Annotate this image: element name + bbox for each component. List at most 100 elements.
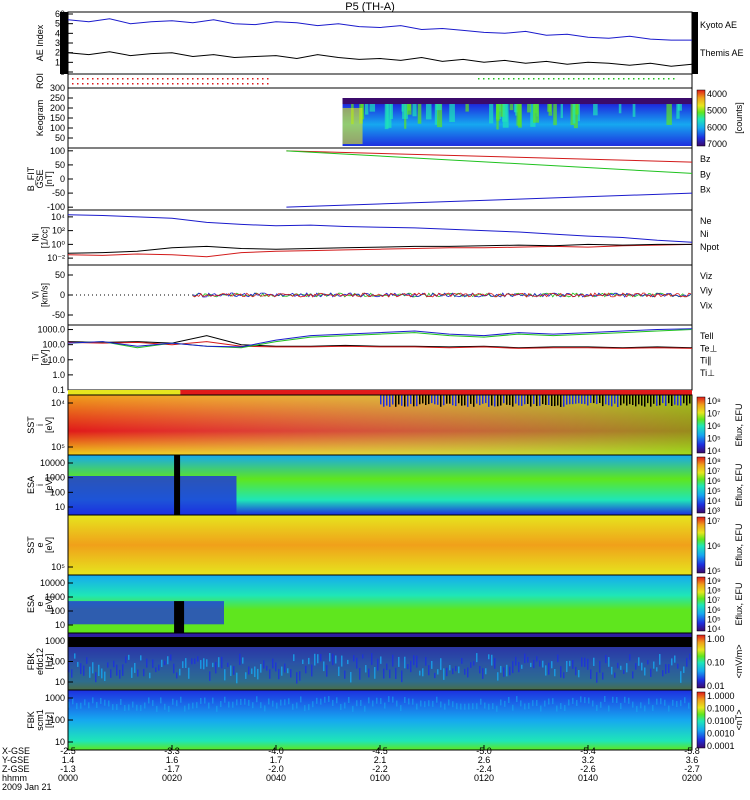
fbk-b-stripe [148, 697, 150, 704]
y-axis-label-line: [eV] [44, 417, 54, 433]
fbk-e-stripe [221, 656, 223, 669]
fbk-e-stripe [476, 653, 478, 663]
y-axis-label: SST i [eV] [26, 416, 54, 434]
y-axis-label-line: [Hz] [44, 712, 54, 728]
fbk-b-stripe [504, 700, 506, 707]
sst-ion-stripe [485, 395, 487, 404]
roi-mark [182, 78, 184, 80]
y-tick-label: 10 [55, 620, 65, 630]
colorbar-tick-label: 10⁷ [707, 466, 720, 476]
fbk-b-stripe [340, 704, 342, 711]
fbk-e-stripe [281, 666, 283, 676]
roi-mark [192, 78, 194, 80]
sst-ion-stripe [524, 395, 526, 405]
fbk-e-stripe [308, 657, 310, 665]
keogram-streak [401, 104, 404, 112]
fbk-b-stripe [324, 696, 326, 703]
fbk-b-stripe [116, 704, 118, 711]
roi-mark [658, 78, 660, 80]
roi-mark [97, 83, 99, 85]
fbk-b-stripe [392, 696, 394, 703]
roi-mark [668, 78, 670, 80]
fbk-b-stripe [208, 702, 210, 709]
fbk-b-stripe [412, 698, 414, 705]
y-tick-label: 60 [55, 9, 65, 19]
y-axis-label-line: [nT] [44, 171, 54, 187]
colorbar-label: [counts] [734, 102, 744, 134]
roi-mark [603, 78, 605, 80]
y-tick-label: -50 [52, 310, 65, 320]
fbk-b-stripe [632, 701, 634, 708]
fbk-e-stripe [176, 672, 178, 679]
panel-fbk-bfield: FBK scm1 [Hz]10 100 1000 1.0000 0.1000 0.0100 0.… [26, 689, 744, 751]
sst-ion-stripe [500, 395, 502, 406]
roi-mark [207, 83, 209, 85]
fbk-b-stripe [408, 698, 410, 705]
colorbar-label-text: Eflux, EFU [734, 403, 744, 446]
colorbar-tick-label: 0.1000 [707, 704, 735, 714]
roi-mark [232, 83, 234, 85]
keogram-streak [677, 104, 682, 111]
fbk-b-stripe [372, 700, 374, 707]
keogram-streak [390, 104, 393, 120]
fbk-e-stripe [395, 667, 397, 679]
keogram-streak [527, 104, 531, 113]
fbk-e-stripe [527, 656, 529, 663]
fbk-b-stripe [520, 700, 522, 707]
y-axis-label-line: FBK [26, 653, 36, 671]
y-tick-label: 100 [50, 657, 65, 667]
keogram-streak [489, 104, 494, 124]
colorbar-label-text: <nT> [734, 709, 744, 730]
fbk-b-stripe [260, 702, 262, 709]
sst-ion-stripe [503, 395, 505, 404]
fbk-e-stripe [686, 657, 688, 667]
fbk-b-stripe [308, 704, 310, 711]
x-axis-value: 1.7 [270, 755, 283, 765]
fbk-b-stripe [464, 703, 466, 710]
keogram-streak [515, 104, 518, 116]
roi-mark [142, 83, 144, 85]
fbk-e-stripe [344, 670, 346, 679]
roi-mark [643, 78, 645, 80]
roi-mark [553, 78, 555, 80]
fbk-e-stripe [539, 660, 541, 667]
y-tick-label: 1000.0 [37, 325, 65, 335]
roi-mark [583, 78, 585, 80]
fbk-e-stripe [377, 658, 379, 671]
fbk-b-stripe [532, 700, 534, 707]
fbk-b-stripe [676, 700, 678, 707]
fbk-e-stripe [152, 659, 154, 668]
sst-ion-stripe [632, 395, 634, 406]
roi-mark [633, 78, 635, 80]
fbk-b-stripe [236, 699, 238, 706]
roi-mark [262, 83, 264, 85]
fbk-e-stripe [563, 672, 565, 679]
roi-mark [137, 83, 139, 85]
colorbar [696, 89, 706, 147]
fbk-b-stripe [576, 700, 578, 707]
roi-mark [242, 78, 244, 80]
fbk-b-stripe [164, 703, 166, 710]
roi-mark [72, 78, 74, 80]
fbk-e-stripe [557, 654, 559, 663]
fbk-b-stripe [584, 697, 586, 704]
fbk-e-stripe [581, 657, 583, 667]
sst-ion-stripe [506, 395, 508, 405]
roi-mark [157, 78, 159, 80]
fbk-b-stripe [352, 705, 354, 712]
fbk-e-stripe [659, 654, 661, 665]
roi-mark [267, 78, 269, 80]
fbk-b-stripe [640, 702, 642, 709]
x-axis-value: 1.4 [62, 755, 75, 765]
fbk-b-stripe [472, 703, 474, 710]
fbk-e-stripe [311, 664, 313, 677]
roi-mark [137, 78, 139, 80]
keogram-streak [553, 104, 557, 126]
fbk-e-stripe [470, 662, 472, 668]
y-tick-label: 100 [50, 606, 65, 616]
fbk-e-stripe [215, 661, 217, 674]
keogram-streak [518, 104, 522, 128]
roi-mark [212, 78, 214, 80]
